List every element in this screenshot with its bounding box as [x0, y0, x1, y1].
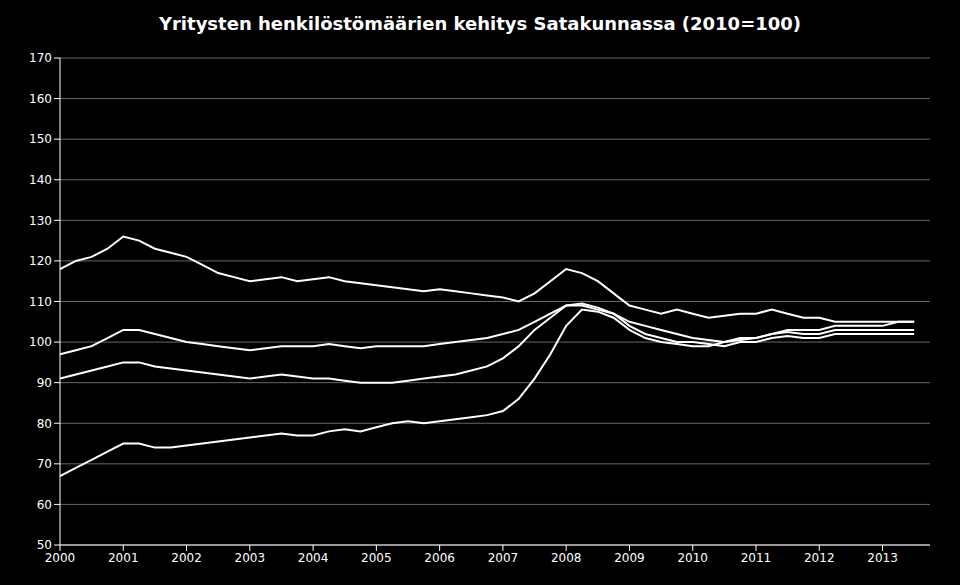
svg-text:2002: 2002 [171, 551, 202, 565]
svg-text:2013: 2013 [867, 551, 898, 565]
svg-text:90: 90 [37, 376, 52, 390]
svg-text:2011: 2011 [741, 551, 772, 565]
svg-text:130: 130 [29, 214, 52, 228]
svg-text:120: 120 [29, 254, 52, 268]
svg-text:150: 150 [29, 132, 52, 146]
svg-text:80: 80 [37, 417, 52, 431]
svg-text:2012: 2012 [804, 551, 835, 565]
svg-text:160: 160 [29, 92, 52, 106]
svg-text:100: 100 [29, 335, 52, 349]
svg-text:170: 170 [29, 51, 52, 65]
svg-text:50: 50 [37, 538, 52, 552]
svg-text:2010: 2010 [677, 551, 708, 565]
svg-text:2003: 2003 [235, 551, 266, 565]
svg-text:140: 140 [29, 173, 52, 187]
svg-text:110: 110 [29, 295, 52, 309]
svg-text:2001: 2001 [108, 551, 139, 565]
svg-text:2006: 2006 [424, 551, 455, 565]
svg-text:2007: 2007 [488, 551, 519, 565]
svg-text:2000: 2000 [45, 551, 76, 565]
svg-text:2005: 2005 [361, 551, 392, 565]
svg-text:2008: 2008 [551, 551, 582, 565]
html-text:Yritysten henkilöstömäärien ke: Yritysten henkilöstömäärien kehitys Sata… [159, 13, 801, 34]
svg-text:2004: 2004 [298, 551, 329, 565]
svg-text:2009: 2009 [614, 551, 645, 565]
svg-text:60: 60 [37, 498, 52, 512]
svg-text:70: 70 [37, 457, 52, 471]
